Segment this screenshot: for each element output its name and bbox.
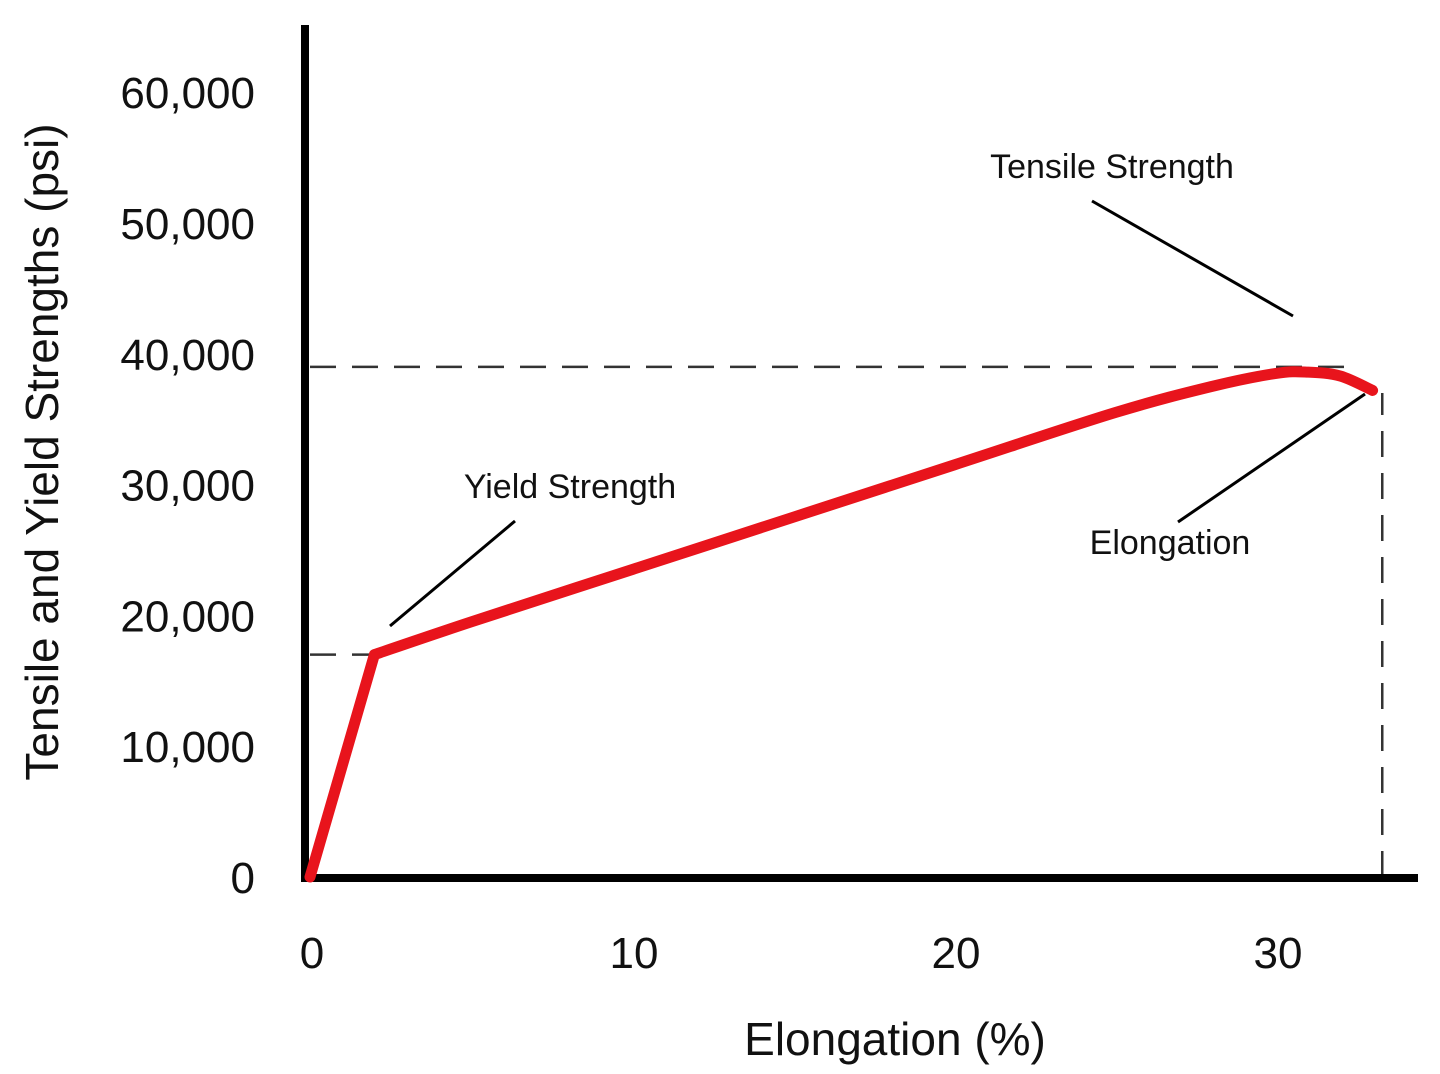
annotation-leader-line (389, 519, 516, 628)
annotation-leader-line (1091, 199, 1294, 318)
y-tick-label: 20,000 (120, 592, 255, 641)
x-tick-label: 0 (300, 929, 324, 978)
y-axis-label: Tensile and Yield Strengths (psi) (16, 123, 68, 780)
y-tick-label: 10,000 (120, 723, 255, 772)
series-line (304, 366, 1379, 883)
annotation-label: Tensile Strength (990, 148, 1234, 186)
y-tick-label: 0 (231, 854, 255, 903)
x-tick-label: 10 (610, 929, 659, 978)
x-tick-label: 30 (1254, 929, 1303, 978)
x-axis-label: Elongation (%) (744, 1013, 1046, 1065)
annotation-label: Elongation (1090, 524, 1251, 562)
annotation-label: Yield Strength (464, 468, 676, 506)
y-tick-label: 40,000 (120, 331, 255, 380)
y-tick-label: 30,000 (120, 462, 255, 511)
x-tick-label: 20 (932, 929, 981, 978)
y-tick-label: 50,000 (120, 200, 255, 249)
annotation-leader-line (1177, 392, 1366, 524)
y-tick-label: 60,000 (120, 69, 255, 118)
